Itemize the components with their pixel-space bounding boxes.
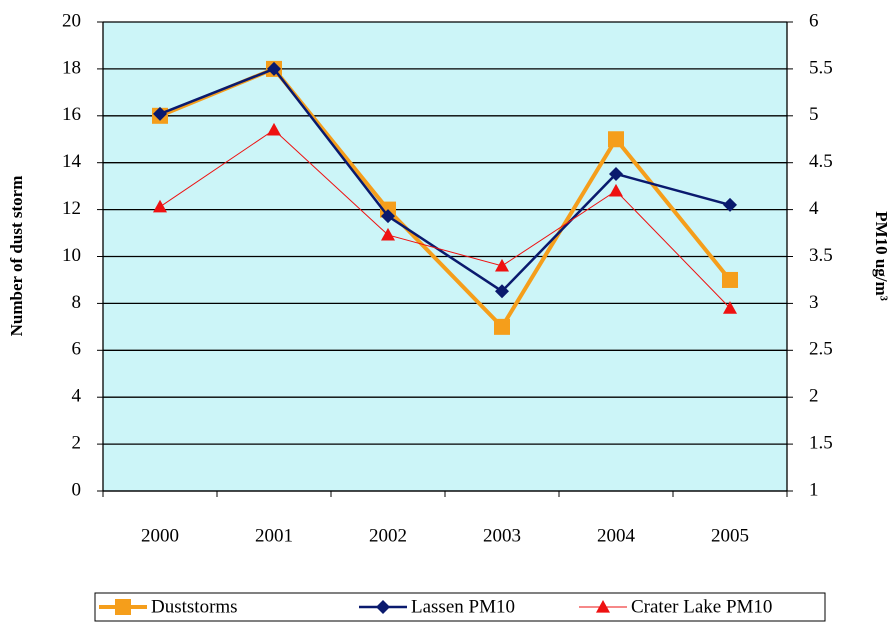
data-point <box>495 258 509 272</box>
y-tick-label: 10 <box>62 245 81 266</box>
y2-tick-label: 2 <box>809 386 819 407</box>
series-line <box>159 67 731 293</box>
y2-tick-label: 4 <box>809 198 819 219</box>
legend-label: Crater Lake PM10 <box>631 596 772 617</box>
x-tick-label: 2005 <box>711 525 749 546</box>
legend-marker <box>376 600 390 614</box>
legend-marker <box>596 600 610 613</box>
data-point <box>609 166 623 181</box>
series-line <box>159 129 731 309</box>
data-point <box>608 131 624 148</box>
y-tick-label: 4 <box>72 386 82 407</box>
y2-axis-title: PM10 ug/m³ <box>872 211 891 301</box>
y-tick-label: 20 <box>62 10 81 31</box>
data-point <box>609 183 623 197</box>
data-point <box>153 106 167 121</box>
data-point <box>723 197 737 212</box>
x-tick-label: 2002 <box>369 525 407 546</box>
data-point <box>494 318 510 335</box>
y2-tick-label: 6 <box>809 10 819 31</box>
data-point <box>381 227 395 241</box>
x-tick-label: 2003 <box>483 525 521 546</box>
data-point <box>722 271 738 288</box>
x-tick-label: 2000 <box>141 525 179 546</box>
y2-tick-label: 5.5 <box>809 57 833 78</box>
y-tick-label: 14 <box>62 151 82 172</box>
y2-tick-label: 3.5 <box>809 245 833 266</box>
y2-tick-label: 3 <box>809 292 819 313</box>
legend-label: Duststorms <box>151 596 238 617</box>
legend-marker <box>115 599 131 615</box>
legend-box <box>94 592 826 622</box>
x-tick-label: 2001 <box>255 525 293 546</box>
y2-tick-label: 1.5 <box>809 432 833 453</box>
data-point <box>723 301 737 314</box>
data-point <box>267 122 281 136</box>
y2-tick-label: 5 <box>809 104 819 125</box>
y-axis-title: Number of dust storm <box>7 176 26 337</box>
y-tick-label: 6 <box>72 339 82 360</box>
legend-label: Lassen PM10 <box>411 596 515 617</box>
data-point <box>267 61 281 76</box>
data-point <box>381 209 395 224</box>
y-tick-label: 12 <box>62 198 81 219</box>
x-tick-label: 2004 <box>597 525 636 546</box>
y-tick-label: 16 <box>62 104 81 125</box>
y-tick-label: 2 <box>72 432 82 453</box>
y-tick-label: 18 <box>62 57 81 78</box>
data-point <box>153 199 167 213</box>
y2-tick-label: 4.5 <box>809 151 833 172</box>
y2-tick-label: 1 <box>809 479 819 500</box>
data-point <box>495 284 509 299</box>
legend: Duststorms Lassen PM10 Crater Lake PM10 <box>94 592 826 622</box>
y-tick-label: 8 <box>72 292 82 313</box>
y2-tick-label: 2.5 <box>809 339 833 360</box>
y-tick-label: 0 <box>72 479 82 500</box>
